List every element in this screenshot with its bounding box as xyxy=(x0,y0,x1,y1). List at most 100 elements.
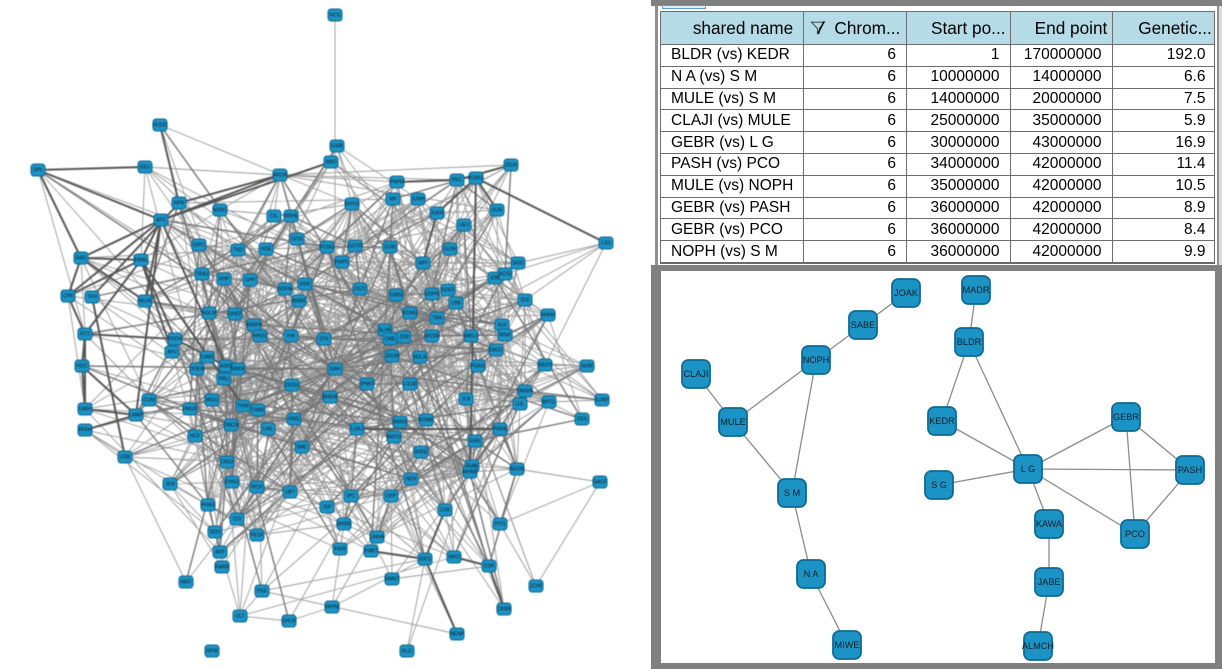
svg-text:UBT: UBT xyxy=(285,490,295,496)
svg-text:GPP: GPP xyxy=(245,278,256,284)
svg-text:NCS: NCS xyxy=(330,13,341,19)
svg-text:FWPL: FWPL xyxy=(335,260,349,266)
svg-text:TRAJ: TRAJ xyxy=(196,272,209,278)
svg-text:NHHH: NHHH xyxy=(541,313,556,319)
svg-text:IDES: IDES xyxy=(419,557,431,563)
svg-text:MULE: MULE xyxy=(720,417,746,427)
svg-text:WLHI: WLHI xyxy=(139,299,152,305)
svg-text:UEJ: UEJ xyxy=(459,223,469,229)
svg-text:TFH: TFH xyxy=(87,295,97,301)
svg-text:IPC: IPC xyxy=(347,494,356,500)
svg-text:JGKR: JGKR xyxy=(430,211,444,217)
svg-text:HCF: HCF xyxy=(190,434,200,440)
svg-text:GIBN: GIBN xyxy=(390,293,403,299)
svg-text:GUW: GUW xyxy=(444,247,457,253)
svg-text:LGOE: LGOE xyxy=(403,382,418,388)
svg-text:GEBR: GEBR xyxy=(1113,412,1139,422)
svg-text:NEN: NEN xyxy=(406,477,417,483)
svg-text:FHI: FHI xyxy=(287,334,295,340)
svg-text:EAH: EAH xyxy=(330,367,341,373)
svg-text:OUGL: OUGL xyxy=(285,383,299,389)
svg-text:PNRB: PNRB xyxy=(493,427,508,433)
svg-text:CDI: CDI xyxy=(233,517,242,523)
svg-text:UHEP: UHEP xyxy=(228,312,243,318)
svg-text:BHEW: BHEW xyxy=(323,395,338,401)
svg-text:BML: BML xyxy=(297,445,308,451)
svg-text:BLDR: BLDR xyxy=(957,337,982,347)
svg-text:FESF: FESF xyxy=(251,533,264,539)
svg-text:AHJ: AHJ xyxy=(167,350,177,356)
svg-text:MHBB: MHBB xyxy=(463,470,478,476)
svg-text:WKRE: WKRE xyxy=(337,522,353,528)
svg-text:FCT: FCT xyxy=(80,332,90,338)
svg-text:RCH: RCH xyxy=(252,485,263,491)
svg-text:DJW: DJW xyxy=(385,245,396,251)
svg-text:NMNT: NMNT xyxy=(385,577,399,583)
svg-text:MJLA: MJLA xyxy=(414,355,427,361)
svg-text:WIEE: WIEE xyxy=(415,450,428,456)
svg-text:NENP: NENP xyxy=(450,632,465,638)
svg-text:SIPC: SIPC xyxy=(193,243,205,249)
svg-text:NOPH: NOPH xyxy=(803,355,830,365)
svg-text:TND: TND xyxy=(233,248,244,254)
svg-text:CUM: CUM xyxy=(466,464,477,470)
svg-text:OFP: OFP xyxy=(386,494,397,500)
svg-text:IDS: IDS xyxy=(521,298,530,304)
svg-text:OHOF: OHOF xyxy=(282,619,296,625)
svg-text:EBGC: EBGC xyxy=(489,348,504,354)
svg-text:KHP: KHP xyxy=(219,277,230,283)
svg-text:UHHA: UHHA xyxy=(370,535,385,541)
svg-text:GOS: GOS xyxy=(291,237,303,243)
svg-text:ASIG: ASIG xyxy=(220,364,232,370)
svg-text:IDM: IDM xyxy=(490,276,499,282)
svg-text:MRHE: MRHE xyxy=(284,214,299,220)
svg-text:SKEI: SKEI xyxy=(512,261,523,267)
svg-text:FMG: FMG xyxy=(288,417,299,423)
svg-text:ACGI: ACGI xyxy=(499,272,511,278)
svg-text:GACF: GACF xyxy=(593,480,607,486)
svg-text:HODD: HODD xyxy=(153,123,168,129)
svg-text:AFC: AFC xyxy=(156,218,166,224)
svg-text:KAWA: KAWA xyxy=(1036,519,1063,529)
svg-text:KHTG: KHTG xyxy=(345,202,359,208)
svg-text:JSP: JSP xyxy=(322,505,332,511)
svg-text:AEGN: AEGN xyxy=(510,467,525,473)
svg-text:SLHE: SLHE xyxy=(378,328,392,334)
svg-text:HMUP: HMUP xyxy=(183,407,198,413)
svg-text:OOEM: OOEM xyxy=(189,367,204,373)
svg-text:TUMO: TUMO xyxy=(200,355,215,361)
svg-text:EWB: EWB xyxy=(331,144,343,150)
svg-text:BNBK: BNBK xyxy=(292,299,306,305)
svg-text:BARG: BARG xyxy=(393,420,407,426)
svg-text:JURH: JURH xyxy=(411,197,425,203)
svg-text:WJM: WJM xyxy=(581,364,592,370)
svg-text:LMIH: LMIH xyxy=(79,407,91,413)
svg-text:AOMK: AOMK xyxy=(419,418,434,424)
svg-text:UJL: UJL xyxy=(516,402,525,408)
svg-text:LMAP: LMAP xyxy=(129,413,143,419)
svg-text:LUKJ: LUKJ xyxy=(351,427,364,433)
svg-text:OAM: OAM xyxy=(252,408,263,414)
svg-text:AKF: AKF xyxy=(215,550,225,556)
svg-text:PCNU: PCNU xyxy=(320,245,335,251)
svg-text:HHOU: HHOU xyxy=(253,334,268,340)
svg-text:DES: DES xyxy=(577,417,588,423)
svg-text:HPPM: HPPM xyxy=(325,605,339,611)
svg-text:CIL: CIL xyxy=(270,214,278,220)
svg-text:IMIO: IMIO xyxy=(326,160,337,166)
svg-text:EER: EER xyxy=(300,282,311,288)
svg-text:STK: STK xyxy=(319,337,329,343)
svg-text:KDEF: KDEF xyxy=(441,288,454,294)
svg-text:N A: N A xyxy=(804,569,820,579)
svg-text:JDUN: JDUN xyxy=(385,354,399,360)
svg-text:IIUN: IIUN xyxy=(492,208,502,214)
svg-text:EMK: EMK xyxy=(470,439,482,445)
svg-text:LBB: LBB xyxy=(451,301,461,307)
svg-text:IWI: IWI xyxy=(389,197,397,203)
svg-text:GOTR: GOTR xyxy=(348,244,363,250)
svg-text:THW: THW xyxy=(237,404,249,410)
svg-text:PRPM: PRPM xyxy=(390,180,404,186)
svg-text:ARLW: ARLW xyxy=(273,173,287,179)
svg-text:SDO: SDO xyxy=(210,530,221,536)
svg-text:GJRF: GJRF xyxy=(595,398,608,404)
